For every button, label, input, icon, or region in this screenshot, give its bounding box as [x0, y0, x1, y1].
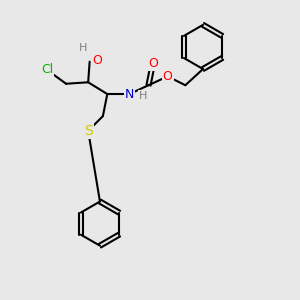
Text: H: H [139, 91, 147, 100]
Text: Cl: Cl [41, 62, 53, 76]
Text: S: S [84, 124, 92, 138]
Text: O: O [148, 57, 158, 70]
Text: O: O [92, 54, 102, 67]
Text: H: H [79, 44, 87, 53]
Text: O: O [163, 70, 172, 83]
Text: N: N [125, 88, 134, 100]
